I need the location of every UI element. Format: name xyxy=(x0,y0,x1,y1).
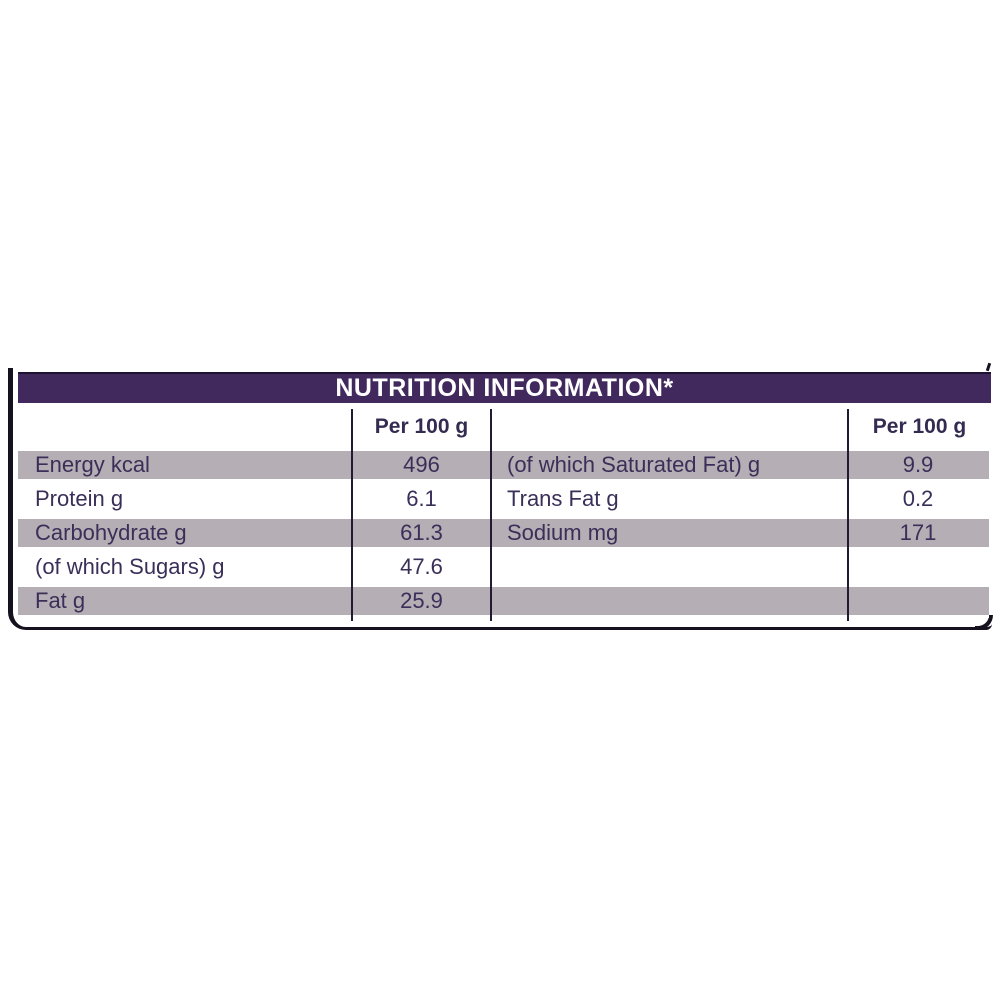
nutrient-value: 6.1 xyxy=(406,486,437,511)
nutrient-label: (of which Sugars) g xyxy=(35,554,225,579)
table-row: Protein g 6.1 Trans Fat g 0.2 xyxy=(18,482,989,516)
nutrient-label: (of which Saturated Fat) g xyxy=(507,452,761,477)
nutrient-label: Carbohydrate g xyxy=(35,520,187,545)
table-frame xyxy=(8,368,993,630)
table-title: NUTRITION INFORMATION* xyxy=(335,374,674,402)
nutrient-value: 9.9 xyxy=(902,452,934,477)
nutrient-label: Protein g xyxy=(35,486,124,511)
table-body: Energy kcal 496 (of which Saturated Fat)… xyxy=(18,448,989,618)
column-header-per-100g-left: Per 100 g xyxy=(374,415,469,438)
nutrient-value: 25.9 xyxy=(400,588,443,613)
nutrient-value: 0.2 xyxy=(902,486,934,511)
table-row: Energy kcal 496 (of which Saturated Fat)… xyxy=(18,448,989,482)
nutrient-label: Energy kcal xyxy=(35,452,150,477)
table-row: (of which Sugars) g 47.6 xyxy=(18,550,989,584)
column-divider-right-values xyxy=(847,409,849,621)
column-divider-center xyxy=(490,409,492,621)
nutrient-value: 171 xyxy=(899,520,937,545)
nutrient-label: Sodium mg xyxy=(507,520,619,545)
nutrient-value: 47.6 xyxy=(400,554,443,579)
table-row: Carbohydrate g 61.3 Sodium mg 171 xyxy=(18,516,989,550)
column-header-per-100g-right: Per 100 g xyxy=(872,415,967,438)
table-header-bar: NUTRITION INFORMATION* xyxy=(18,372,991,403)
column-divider-left-values xyxy=(351,409,353,621)
nutrient-value: 61.3 xyxy=(400,520,443,545)
nutrient-value: 496 xyxy=(403,452,440,477)
nutrient-label: Trans Fat g xyxy=(507,486,619,511)
nutrient-label: Fat g xyxy=(35,588,86,613)
table-row: Fat g 25.9 xyxy=(18,584,989,618)
